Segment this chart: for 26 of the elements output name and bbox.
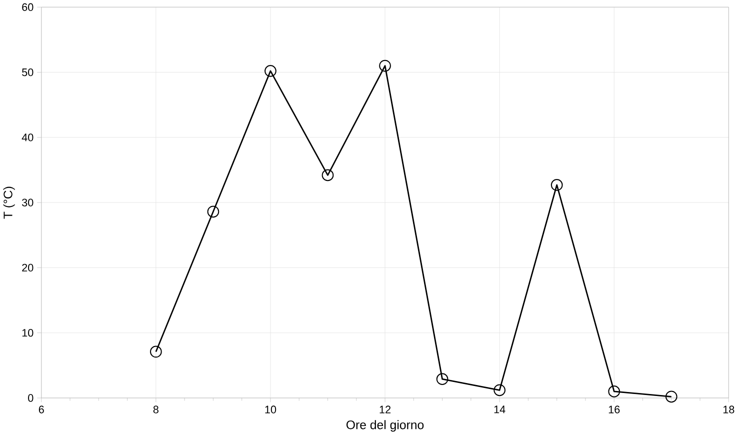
x-axis-title: Ore del giorno bbox=[346, 420, 424, 432]
x-tick-label: 6 bbox=[38, 406, 44, 414]
x-tick-label: 8 bbox=[153, 406, 158, 414]
x-tick-label: 14 bbox=[494, 406, 506, 414]
y-tick-label: 0 bbox=[28, 394, 34, 402]
x-tick-label: 10 bbox=[265, 406, 276, 414]
point bbox=[150, 346, 162, 358]
point bbox=[494, 384, 506, 396]
y-axis-title: T (°C) bbox=[3, 186, 15, 219]
x-tick-label: 16 bbox=[608, 406, 620, 414]
y-tick-label: 50 bbox=[22, 68, 34, 76]
point bbox=[379, 60, 391, 72]
point bbox=[608, 386, 620, 398]
point bbox=[322, 169, 334, 182]
y-tick-label: 60 bbox=[22, 3, 34, 12]
x-tick-label: 18 bbox=[723, 406, 734, 414]
x-tick-label: 12 bbox=[380, 406, 391, 414]
y-tick-label: 20 bbox=[22, 264, 34, 272]
point bbox=[665, 390, 678, 403]
y-tick-label: 30 bbox=[22, 198, 34, 206]
y-tick-label: 10 bbox=[22, 329, 34, 337]
point bbox=[550, 179, 563, 191]
point bbox=[436, 373, 448, 386]
point bbox=[264, 65, 276, 77]
point bbox=[207, 206, 220, 218]
y-tick-label: 40 bbox=[22, 134, 34, 142]
